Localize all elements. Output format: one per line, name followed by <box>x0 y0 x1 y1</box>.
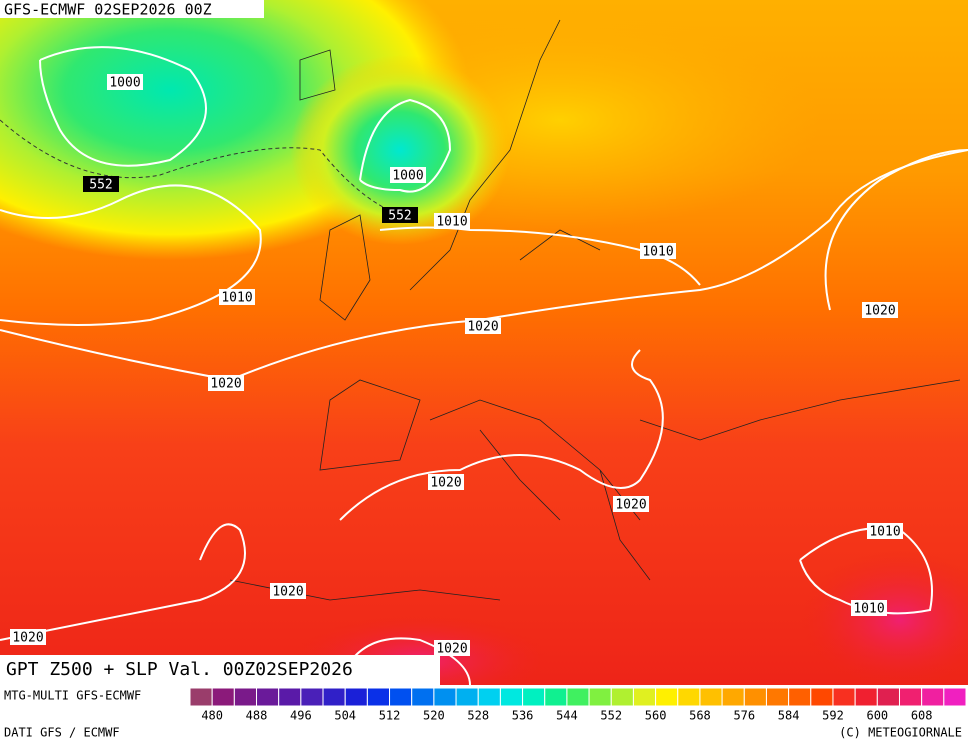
contour-label: 1010 <box>221 291 252 306</box>
contour-label-box <box>390 167 426 183</box>
colorbar-tick-label: 512 <box>379 709 401 723</box>
contour-label-box <box>428 474 464 490</box>
contour-label-box <box>83 176 119 192</box>
footer-credit: (C) METEOGIORNALE <box>839 726 962 740</box>
contour-label-box <box>867 523 903 539</box>
colorbar-swatch <box>433 687 457 707</box>
colorbar-swatch <box>189 687 213 707</box>
colorbar-swatch <box>854 687 878 707</box>
colorbar-tick-label: 552 <box>600 709 622 723</box>
colorbar-swatch <box>765 687 790 707</box>
colorbar-swatch <box>876 687 900 707</box>
colorbar-swatch <box>389 687 413 707</box>
contour-label-box <box>270 583 306 599</box>
contour-label: 1020 <box>467 320 498 335</box>
contour-label: 1000 <box>392 169 423 184</box>
colorbar-swatch <box>233 687 258 707</box>
colorbar-swatch <box>810 687 834 707</box>
footer-model: MTG-MULTI GFS-ECMWF <box>4 689 141 703</box>
contour-label: 1020 <box>12 631 43 646</box>
contour-label-box <box>851 600 887 616</box>
contour-label: 1010 <box>869 525 900 540</box>
colorbar-swatch <box>211 687 235 707</box>
colorbar-swatch <box>610 687 634 707</box>
header-title: GFS-ECMWF 02SEP2026 00Z <box>4 1 212 19</box>
colorbar-tick-label: 592 <box>822 709 844 723</box>
contour-label-box <box>862 302 898 318</box>
colorbar-swatch <box>366 687 391 707</box>
contour-label-box <box>382 207 418 223</box>
contour-label: 1020 <box>615 498 646 513</box>
colorbar-swatch <box>743 687 767 707</box>
colorbar-tick-label: 528 <box>467 709 489 723</box>
header-box <box>0 0 264 18</box>
contour-label: 1020 <box>272 585 303 600</box>
colorbar-swatch <box>499 687 524 707</box>
colorbar-tick-label: 504 <box>334 709 356 723</box>
contour-label-box <box>107 74 143 90</box>
contour-label: 1020 <box>210 377 241 392</box>
contour-label: 552 <box>388 209 411 224</box>
colorbar-tick-label: 608 <box>911 709 933 723</box>
colorbar-swatch <box>455 687 479 707</box>
contour-label-box <box>10 629 46 645</box>
contour-label-box <box>208 375 244 391</box>
contour-label: 1010 <box>642 245 673 260</box>
contour-label-box <box>640 243 676 259</box>
contour-label: 1020 <box>436 642 467 657</box>
colorbar-swatch <box>278 687 302 707</box>
caption: GPT Z500 + SLP Val. 00Z02SEP2026 <box>6 659 353 680</box>
colorbar-tick-label: 584 <box>778 709 800 723</box>
colorbar-swatch <box>677 687 701 707</box>
contour-label-box <box>219 289 255 305</box>
contour-label-box <box>434 213 470 229</box>
colorbar-swatch <box>566 687 590 707</box>
colorbar-swatch <box>344 687 368 707</box>
colorbar-swatch <box>322 687 346 707</box>
colorbar-swatch <box>832 687 856 707</box>
colorbar-swatch <box>655 687 679 707</box>
colorbar-swatch <box>788 687 812 707</box>
colorbar-swatch <box>477 687 501 707</box>
contour-label: 552 <box>89 178 112 193</box>
contour-label: 1000 <box>109 76 140 91</box>
colorbar-swatch <box>544 687 568 707</box>
colorbar-swatch <box>588 687 612 707</box>
contour-label: 1020 <box>430 476 461 491</box>
contour-label: 1010 <box>853 602 884 617</box>
colorbar-tick-label: 576 <box>733 709 755 723</box>
colorbar-tick-label: 544 <box>556 709 578 723</box>
contour-label: 1010 <box>436 215 467 230</box>
colorbar-swatch <box>921 687 945 707</box>
footer-source: DATI GFS / ECMWF <box>4 726 120 740</box>
colorbar-swatch <box>699 687 723 707</box>
colorbar-swatch <box>300 687 324 707</box>
contour-labels: 1000 552 1000 552 1010 1010 1010 1020 1020 1020 10… <box>10 74 903 657</box>
colorbar-tick-label: 520 <box>423 709 445 723</box>
colorbar-tick-label: 480 <box>201 709 223 723</box>
colorbar-tick-label: 568 <box>689 709 711 723</box>
colorbar-swatch <box>721 687 745 707</box>
caption-box <box>0 655 440 685</box>
colorbar-swatch <box>632 687 657 707</box>
colorbar-swatch <box>411 687 435 707</box>
contour-label-box <box>465 318 501 334</box>
colorbar-swatch <box>898 687 923 707</box>
colorbar-tick-label: 536 <box>512 709 534 723</box>
colorbar-swatch <box>256 687 280 707</box>
colorbar-tick-label: 560 <box>645 709 667 723</box>
map <box>0 0 968 705</box>
colorbar-tick-label: 496 <box>290 709 312 723</box>
contour-label: 1020 <box>864 304 895 319</box>
colorbar-tick-label: 600 <box>866 709 888 723</box>
colorbar: 480 488 496 504 512 520 528 536 544 552 560 568 576 5… <box>189 687 967 723</box>
contour-label-box <box>613 496 649 512</box>
contour-label-box <box>434 640 470 656</box>
colorbar-tick-label: 488 <box>246 709 268 723</box>
colorbar-swatch <box>943 687 967 707</box>
colorbar-swatch <box>522 687 546 707</box>
